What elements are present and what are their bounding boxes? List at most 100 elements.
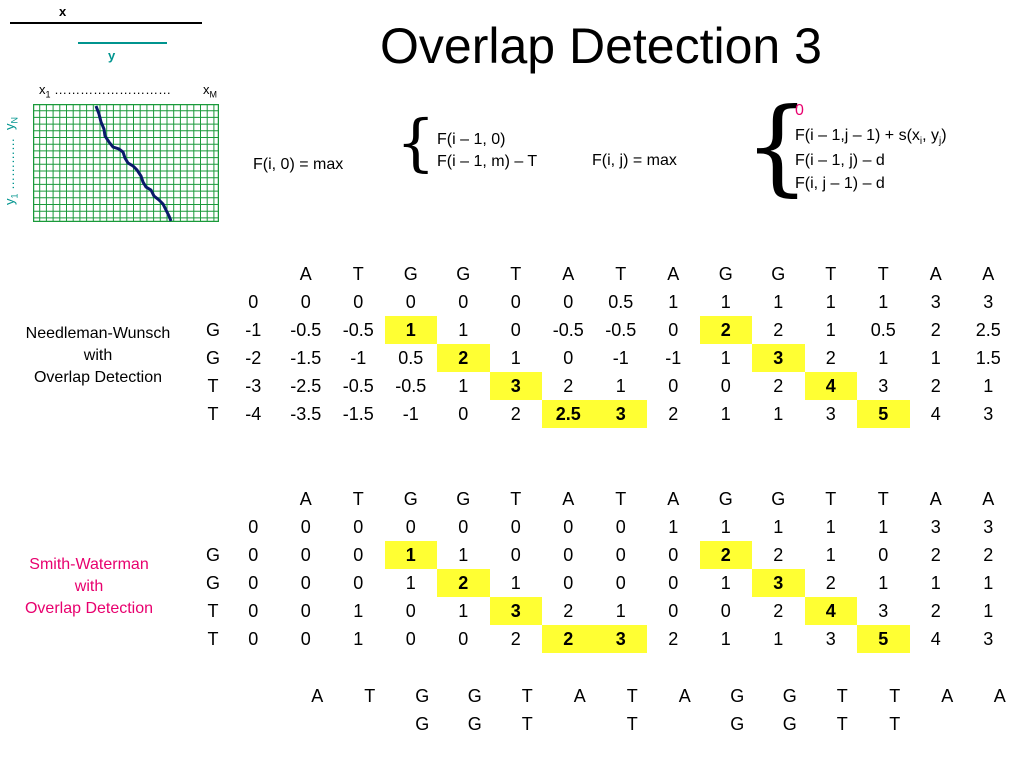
sw-header-cell: T [352, 488, 364, 509]
nw-cell: 2.5 [542, 400, 595, 428]
nw-header-cell: A [929, 263, 942, 284]
sw-cell: 0 [248, 572, 259, 593]
nw-cell: 0 [668, 319, 679, 340]
nw-cell: 1 [878, 291, 889, 312]
nw-cell: -1.5 [290, 347, 322, 368]
sw-cell: 4 [930, 628, 941, 649]
nw-header-cell: G [456, 263, 471, 284]
sw-cell: 2 [930, 600, 941, 621]
sw-cell: 2 [563, 600, 574, 621]
sw-cell: 1 [825, 516, 836, 537]
sw-cell: 2 [510, 628, 521, 649]
sw-cell: 2 [773, 544, 784, 565]
nw-cell: 1 [510, 347, 521, 368]
nw-row-header: T [207, 403, 219, 424]
nw-header-cell: T [615, 263, 627, 284]
sw-cell: 0 [615, 516, 626, 537]
nw-header-cell: T [352, 263, 364, 284]
sw-cell: 0 [248, 600, 259, 621]
nw-cell: 0 [510, 319, 521, 340]
nw-label: Needleman-Wunsch with Overlap Detection [25, 325, 171, 386]
y-axis-end-label: yN [2, 117, 20, 130]
nw-cell: -2 [245, 347, 262, 368]
sw-cell: 1 [773, 516, 784, 537]
nw-header-cell: A [667, 263, 680, 284]
nw-cell: 3 [825, 403, 836, 424]
sw-header-cell: T [615, 488, 627, 509]
nw-cell: 1 [458, 319, 469, 340]
nw-cell: -0.5 [290, 319, 322, 340]
nw-cell: 1 [458, 375, 469, 396]
sw-cell: 3 [594, 625, 647, 653]
nw-cell: 2 [668, 403, 679, 424]
nw-cell: 1 [615, 375, 626, 396]
sw-cell: 1 [825, 544, 836, 565]
nw-cell: 3 [489, 372, 542, 400]
sw-row-header [199, 513, 227, 541]
nw-cell: 2 [825, 347, 836, 368]
nw-cell: -1 [245, 319, 262, 340]
nw-cell: 1 [773, 403, 784, 424]
sw-cell: 0 [248, 628, 259, 649]
nw-header-cell: T [877, 263, 889, 284]
nw-cell: 1 [384, 316, 437, 344]
nw-cell: 1 [668, 291, 679, 312]
nw-cell: 2 [563, 375, 574, 396]
alignment-char: T [836, 686, 848, 706]
sw-cell: 1 [668, 516, 679, 537]
nw-cell: 1 [720, 403, 731, 424]
x-axis-dots: ……………………… [54, 82, 172, 97]
sw-cell: 0 [300, 628, 311, 649]
nw-header-cell: G [771, 263, 786, 284]
nw-cell: 0 [458, 291, 469, 312]
sw-cell: 1 [930, 572, 941, 593]
nw-cell: 0 [248, 291, 259, 312]
boundary-brace: { [396, 106, 436, 179]
sw-cell: 2 [668, 628, 679, 649]
alignment-char: G [782, 686, 797, 706]
nw-cell: 1 [878, 347, 889, 368]
sw-cell: 2 [699, 541, 752, 569]
sw-cell: 2 [773, 600, 784, 621]
sw-cell: 5 [857, 625, 910, 653]
boundary-case-1: F(i – 1, 0) [437, 131, 506, 148]
nw-cell: 0 [405, 291, 416, 312]
nw-header-cell: T [510, 263, 522, 284]
sw-label: Smith-Waterman with Overlap Detection [24, 556, 154, 617]
alignment-char: G [730, 686, 745, 706]
sw-cell: 1 [878, 516, 889, 537]
sw-cell: 1 [458, 544, 469, 565]
sw-cell: 0 [405, 600, 416, 621]
nw-cell: -1 [612, 347, 629, 368]
nw-cell: 2 [930, 375, 941, 396]
sw-row-header: G [205, 572, 220, 593]
sw-cell: 0 [510, 544, 521, 565]
sw-row-header: G [205, 544, 220, 565]
nw-cell: -2.5 [290, 375, 322, 396]
nw-cell: 2 [510, 403, 521, 424]
sw-header-cell: T [877, 488, 889, 509]
main-lhs: F(i, j) = max [592, 152, 677, 169]
sw-cell: 1 [720, 572, 731, 593]
nw-header-cell: T [825, 263, 837, 284]
sw-cell: 0 [878, 544, 889, 565]
sw-header-cell: T [825, 488, 837, 509]
sw-header-cell: A [667, 488, 680, 509]
sequence-y-label: y [108, 48, 116, 63]
sw-cell: 2 [437, 569, 490, 597]
sw-cell: 0 [615, 544, 626, 565]
alignment-char: T [626, 686, 638, 706]
grid-border [33, 104, 219, 222]
sw-cell: 4 [804, 597, 857, 625]
sw-cell: 0 [510, 516, 521, 537]
nw-cell: -4 [245, 403, 262, 424]
main-brace: { [744, 85, 811, 207]
nw-header-cell: G [403, 263, 418, 284]
nw-row: G -1 -0.5 -0.5 1 1 0 -0.5 -0.5 0 2 2 1 0.5 2 2.5 [199, 316, 1015, 344]
nw-cell: 1 [825, 319, 836, 340]
nw-row: G -2 -1.5 -1 0.5 2 1 0 -1 -1 1 3 2 1 1 1.5 [199, 344, 1015, 372]
boundary-case-2: F(i – 1, m) – T [437, 153, 538, 170]
alignment-char: T [889, 686, 901, 706]
